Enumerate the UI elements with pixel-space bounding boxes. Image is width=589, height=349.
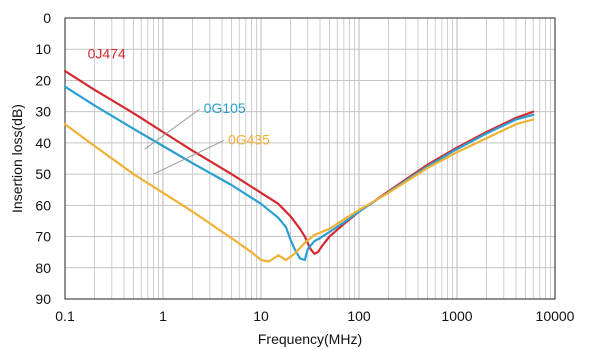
y-tick-label: 40 xyxy=(35,135,51,151)
series-label-0g435: 0G435 xyxy=(228,131,270,147)
x-tick-label: 1000 xyxy=(441,308,472,324)
y-tick-label: 60 xyxy=(35,197,51,213)
y-tick-labels: 0 10 20 30 40 50 60 70 80 90 xyxy=(35,10,51,307)
x-axis-title: Frequency(MHz) xyxy=(258,331,362,347)
series-leader-0g435 xyxy=(153,139,225,175)
y-tick-label: 90 xyxy=(35,291,51,307)
series-labels: 0J474 0G105 0G435 xyxy=(88,46,270,175)
plot-frame xyxy=(64,17,556,300)
x-tick-label: 1 xyxy=(159,308,167,324)
x-tick-labels: 0.1 1 10 100 1000 10000 xyxy=(55,308,574,324)
y-tick-label: 80 xyxy=(35,260,51,276)
y-axis-title: Insertion loss(dB) xyxy=(9,104,25,213)
grid-lines xyxy=(64,17,555,300)
series-label-0g105: 0G105 xyxy=(204,100,246,116)
y-tick-label: 50 xyxy=(35,166,51,182)
x-tick-label: 0.1 xyxy=(55,308,75,324)
series-line-0j474 xyxy=(63,69,535,255)
y-tick-label: 30 xyxy=(35,104,51,120)
y-tick-label: 0 xyxy=(43,10,51,26)
series-label-0j474: 0J474 xyxy=(88,46,126,62)
series-lines xyxy=(63,69,535,263)
series-line-0g105 xyxy=(63,85,535,262)
y-tick-label: 70 xyxy=(35,229,51,245)
y-tick-label: 10 xyxy=(35,41,51,57)
series-line-0g435 xyxy=(63,118,535,263)
series-leader-0g105 xyxy=(144,108,200,150)
y-tick-label: 20 xyxy=(35,72,51,88)
x-tick-label: 10 xyxy=(253,308,269,324)
x-tick-label: 100 xyxy=(347,308,371,324)
x-tick-label: 10000 xyxy=(536,308,575,324)
